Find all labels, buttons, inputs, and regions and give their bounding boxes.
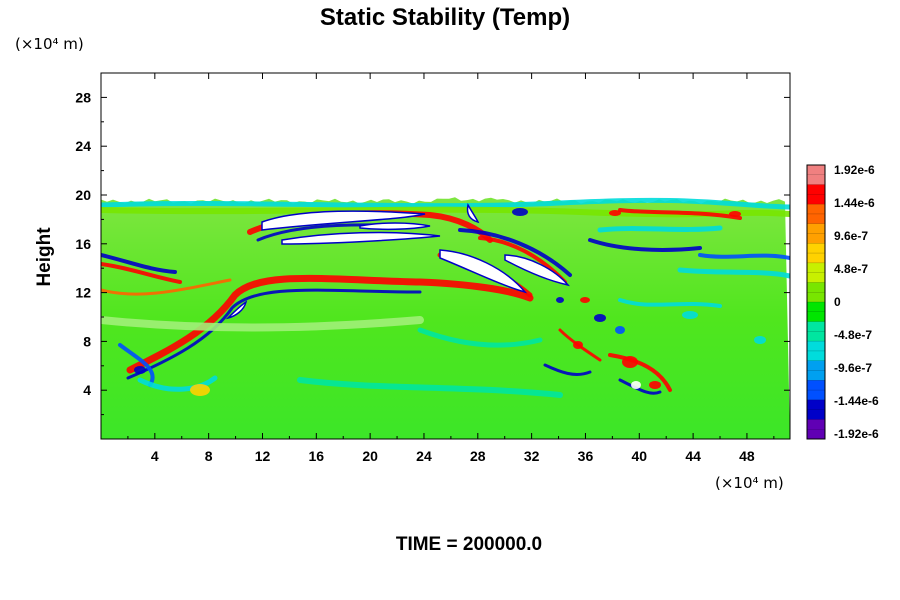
colorbar-swatch [807, 243, 825, 264]
field-blob [729, 211, 741, 217]
field-streak [137, 375, 218, 392]
field-streak [126, 288, 422, 380]
colorbar-swatch [807, 419, 825, 440]
colorbar-swatch [807, 380, 825, 401]
field-streak [618, 298, 722, 308]
plot-frame [100, 72, 791, 440]
colorbar-swatch [807, 360, 825, 381]
x-tick-label: 36 [578, 448, 594, 464]
y-axis-unit: (×10⁴ m) [15, 35, 84, 53]
field-streak [118, 343, 155, 387]
field-blob [556, 297, 564, 303]
field-saturated-region [439, 249, 528, 294]
field-blob [512, 208, 528, 216]
x-tick-label: 48 [739, 448, 755, 464]
field-streak [677, 267, 790, 279]
field-streak [101, 197, 790, 210]
field-saturated-region [359, 222, 431, 231]
colorbar-tick-label: 0 [834, 295, 841, 309]
field-base [101, 197, 790, 439]
x-tick-label: 24 [416, 448, 432, 464]
colorbar-swatch [807, 262, 825, 283]
field-saturated-region [466, 202, 480, 224]
colorbar-tick-label: -1.92e-6 [834, 427, 879, 441]
colorbar-swatch [807, 399, 825, 420]
field-blob [609, 210, 621, 216]
field-blob [594, 314, 606, 322]
field-streak [101, 278, 232, 296]
x-tick-label: 28 [470, 448, 486, 464]
time-label: TIME = 200000.0 [396, 534, 542, 555]
colorbar-tick-label: 1.92e-6 [834, 163, 875, 177]
x-tick-label: 12 [255, 448, 271, 464]
field-blob [649, 381, 661, 389]
y-tick-label: 24 [75, 138, 91, 154]
x-tick-label: 32 [524, 448, 540, 464]
field-saturated-region [504, 254, 571, 287]
field-saturated-region [225, 300, 248, 320]
field-saturated-region [281, 231, 441, 245]
colorbar-swatch [807, 321, 825, 342]
colorbar-tick-label: 1.44e-6 [834, 196, 875, 210]
colorbar-swatch [807, 302, 825, 323]
y-tick-label: 16 [75, 236, 91, 252]
x-tick-label: 20 [362, 448, 378, 464]
x-axis: 4 8 12 16 20 24 28 32 36 40 44 48 [127, 73, 775, 464]
y-tick-label: 8 [83, 333, 91, 349]
y-tick-label: 4 [83, 382, 91, 398]
colorbar-tick-label: -9.6e-7 [834, 361, 872, 375]
field-streak [608, 353, 672, 392]
field-streak [297, 377, 563, 398]
colorbar-swatch [807, 204, 825, 225]
x-tick-label: 8 [205, 448, 213, 464]
colorbar-tick-label: -4.8e-7 [834, 328, 872, 342]
field-blob [754, 336, 766, 344]
x-tick-label: 44 [685, 448, 701, 464]
y-tick-label: 20 [75, 187, 91, 203]
colorbar-tick-label: 9.6e-7 [834, 229, 868, 243]
x-tick-label: 4 [151, 448, 159, 464]
field-streak [101, 262, 182, 284]
field-streak [618, 208, 742, 220]
chart-title: Static Stability (Temp) [320, 4, 570, 31]
colorbar-tick-label: 4.8e-7 [834, 262, 868, 276]
field-streak [618, 378, 662, 395]
colorbar-swatch [807, 223, 825, 244]
field-blob [580, 297, 590, 303]
y-axis: 4 8 12 16 20 24 28 [75, 89, 790, 416]
y-tick-label: 28 [75, 89, 91, 105]
field-streak [101, 253, 177, 274]
field-streak [698, 253, 790, 260]
field-blob [622, 356, 638, 368]
field-blob [190, 384, 210, 396]
x-tick-label: 16 [309, 448, 325, 464]
y-tick-label: 12 [75, 285, 91, 301]
field-streak [126, 274, 534, 374]
colorbar-swatch [807, 341, 825, 362]
colorbar-swatch [807, 184, 825, 205]
field-blob [134, 366, 146, 374]
colorbar-tick-label: -1.44e-6 [834, 394, 879, 408]
field-saturated-region [261, 210, 426, 231]
field-blob [682, 311, 698, 319]
colorbar-frame [806, 164, 826, 440]
field-streak [543, 363, 592, 376]
plot-area [101, 73, 790, 439]
field-blob [615, 326, 625, 334]
field-streak [588, 238, 702, 252]
x-axis-unit: (×10⁴ m) [715, 474, 784, 492]
y-axis-label: Height [34, 227, 55, 287]
field-blob [573, 341, 583, 349]
stability-field [101, 197, 790, 439]
colorbar-swatch [807, 165, 825, 186]
field-streak [101, 316, 424, 332]
field-streak [417, 327, 543, 348]
field-streak [458, 228, 572, 277]
x-tick-label: 40 [631, 448, 647, 464]
colorbar: 1.92e-6 1.44e-6 9.6e-7 4.8e-7 0 -4.8e-7 -9.6e-… [806, 163, 879, 441]
field-blob [631, 381, 641, 389]
field-streak [597, 225, 723, 233]
colorbar-swatch [807, 282, 825, 303]
